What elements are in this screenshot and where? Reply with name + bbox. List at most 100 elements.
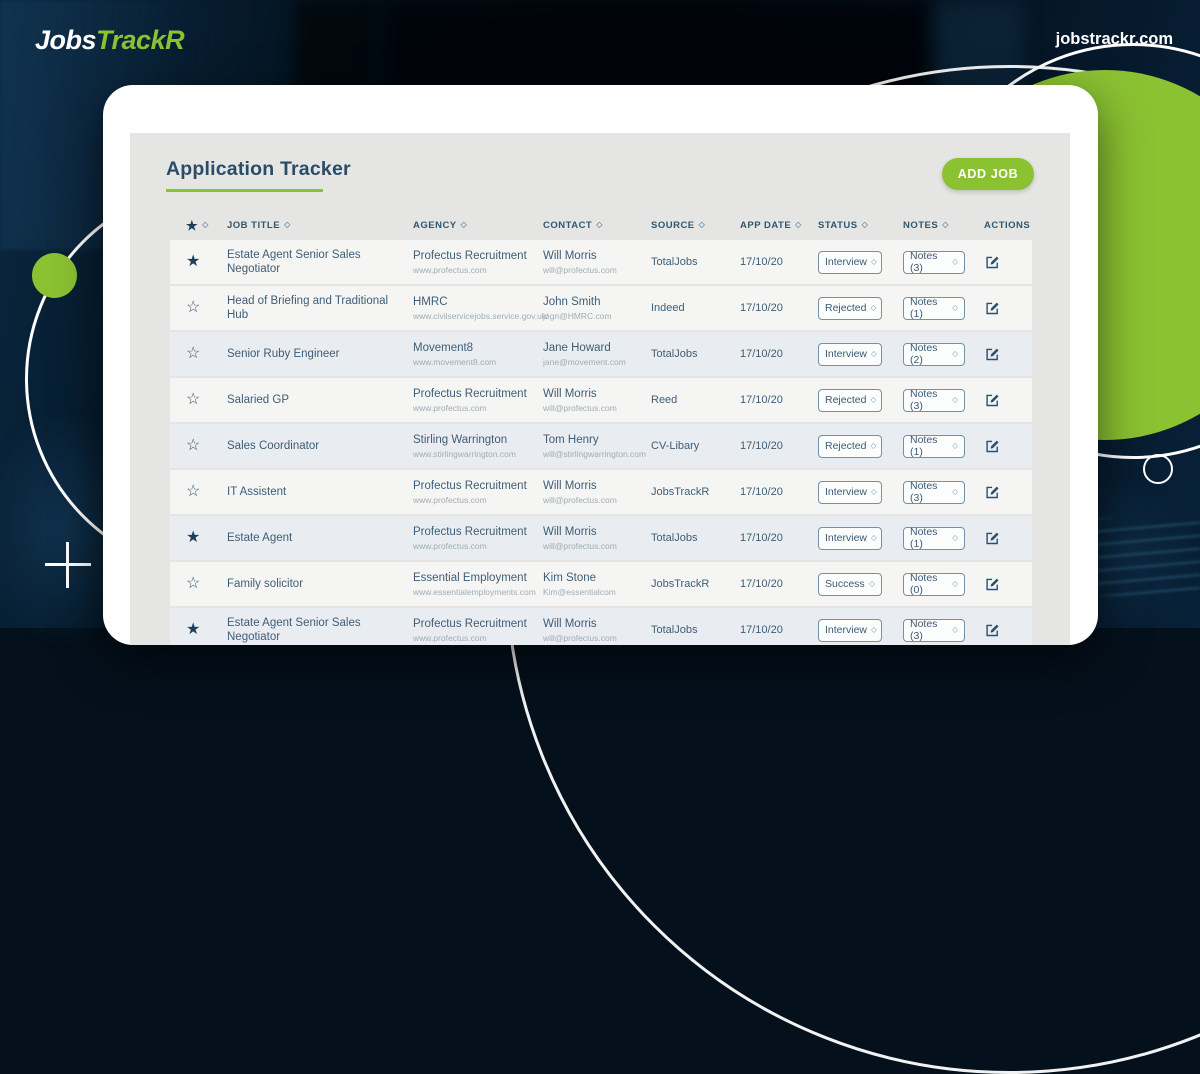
- agency-cell: Movement8 www.movement8.com: [413, 341, 543, 367]
- edit-pencil-icon: [986, 256, 999, 268]
- column-header-job_title[interactable]: JOB TITLE ◇: [227, 220, 413, 231]
- edit-pencil-icon: [986, 532, 999, 544]
- favorite-star-outline-icon[interactable]: ☆: [186, 299, 201, 316]
- status-value: Rejected: [825, 394, 867, 406]
- agency-name: Profectus Recruitment: [413, 388, 527, 401]
- edit-button[interactable]: [984, 530, 1001, 547]
- sort-icon[interactable]: ◇: [795, 220, 802, 229]
- table-row: ★ Estate Agent Profectus Recruitment www.pr…: [170, 516, 1032, 560]
- agency-name: Profectus Recruitment: [413, 526, 527, 539]
- notes-dropdown[interactable]: Notes (3) ◇: [903, 250, 965, 274]
- app-date-cell: 17/10/20: [740, 348, 818, 360]
- notes-dropdown[interactable]: Notes (3) ◇: [903, 388, 965, 412]
- favorite-star-filled-icon[interactable]: ★: [186, 253, 201, 270]
- status-dropdown[interactable]: Rejected ◇: [818, 296, 882, 320]
- job-title-text: IT Assistent: [227, 485, 287, 498]
- job-title-text: Senior Ruby Engineer: [227, 347, 340, 360]
- contact-cell: Will Morris will@profectus.com: [543, 387, 651, 413]
- table-row: ☆ Sales Coordinator Stirling Warrington www…: [170, 424, 1032, 468]
- add-job-button[interactable]: ADD JOB: [942, 158, 1034, 190]
- status-dropdown[interactable]: Rejected ◇: [818, 388, 882, 412]
- sort-icon[interactable]: ◇: [861, 220, 869, 229]
- favorite-star-outline-icon[interactable]: ☆: [186, 391, 201, 408]
- column-header-favorite[interactable]: ★ ◇: [170, 219, 227, 232]
- agency-url: www.profectus.com: [413, 632, 487, 643]
- notes-value: Notes (3): [910, 480, 938, 504]
- status-dropdown[interactable]: Interview ◇: [818, 618, 882, 642]
- sort-icon[interactable]: ◇: [460, 220, 468, 229]
- edit-button[interactable]: [984, 392, 1001, 409]
- title-underline: [166, 189, 323, 192]
- agency-cell: Profectus Recruitment www.profectus.com: [413, 387, 543, 413]
- agency-cell: Profectus Recruitment www.profectus.com: [413, 479, 543, 505]
- edit-button[interactable]: [984, 576, 1001, 593]
- chevron-down-icon: ◇: [870, 395, 877, 405]
- job-title-cell: Sales Coordinator: [227, 439, 413, 453]
- app-date-cell: 17/10/20: [740, 532, 818, 544]
- column-header-label: SOURCE: [651, 219, 695, 231]
- edit-button[interactable]: [984, 438, 1001, 455]
- notes-value: Notes (3): [910, 388, 938, 412]
- agency-name: Profectus Recruitment: [413, 618, 527, 631]
- column-header-source[interactable]: SOURCE ◇: [651, 220, 740, 231]
- table-row: ☆ Head of Briefing and Traditional Hub HMR…: [170, 286, 1032, 330]
- edit-button[interactable]: [984, 300, 1001, 317]
- sort-icon[interactable]: ◇: [942, 220, 949, 229]
- column-header-agency[interactable]: AGENCY ◇: [413, 220, 543, 231]
- sort-icon[interactable]: ◇: [284, 220, 291, 229]
- notes-cell: Notes (1) ◇: [903, 296, 975, 320]
- status-dropdown[interactable]: Rejected ◇: [818, 434, 882, 458]
- favorite-star-outline-icon[interactable]: ☆: [186, 483, 201, 500]
- favorite-star-outline-icon[interactable]: ☆: [186, 345, 201, 362]
- app-date-cell: 17/10/20: [740, 486, 818, 498]
- status-value: Rejected: [825, 440, 867, 452]
- notes-dropdown[interactable]: Notes (1) ◇: [903, 296, 965, 320]
- notes-dropdown[interactable]: Notes (1) ◇: [903, 526, 965, 550]
- status-dropdown[interactable]: Success ◇: [818, 572, 882, 596]
- agency-cell: Profectus Recruitment www.profectus.com: [413, 525, 543, 551]
- contact-name: Will Morris: [543, 526, 597, 539]
- sort-icon[interactable]: ◇: [202, 220, 209, 229]
- column-header-notes[interactable]: NOTES ◇: [903, 220, 975, 231]
- chevron-down-icon: ◇: [871, 533, 877, 543]
- edit-pencil-icon: [986, 486, 999, 498]
- app-date-cell: 17/10/20: [740, 302, 818, 314]
- app-date-text: 17/10/20: [740, 578, 783, 590]
- notes-dropdown[interactable]: Notes (2) ◇: [903, 342, 965, 366]
- chevron-down-icon: ◇: [871, 487, 877, 497]
- edit-button[interactable]: [984, 346, 1001, 363]
- column-header-status[interactable]: STATUS ◇: [818, 220, 903, 231]
- actions-cell: [975, 438, 1032, 455]
- edit-button[interactable]: [984, 622, 1001, 639]
- favorite-star-outline-icon[interactable]: ☆: [186, 437, 201, 454]
- favorite-star-outline-icon[interactable]: ☆: [186, 575, 201, 592]
- notes-value: Notes (1): [910, 526, 938, 550]
- agency-name: Movement8: [413, 342, 474, 355]
- column-header-contact[interactable]: CONTACT ◇: [543, 220, 651, 231]
- notes-dropdown[interactable]: Notes (0) ◇: [903, 572, 965, 596]
- status-dropdown[interactable]: Interview ◇: [818, 526, 882, 550]
- favorite-star-filled-icon[interactable]: ★: [186, 529, 201, 546]
- source-text: Reed: [651, 394, 678, 406]
- notes-value: Notes (3): [910, 618, 938, 642]
- notes-dropdown[interactable]: Notes (3) ◇: [903, 480, 965, 504]
- edit-button[interactable]: [984, 254, 1001, 271]
- favorite-star-filled-icon[interactable]: ★: [186, 621, 201, 638]
- status-dropdown[interactable]: Interview ◇: [818, 342, 882, 366]
- column-header-label: AGENCY: [413, 219, 457, 231]
- sort-icon[interactable]: ◇: [596, 220, 603, 229]
- column-header-label: STATUS: [818, 219, 858, 231]
- column-header-app_date[interactable]: APP DATE ◇: [740, 220, 818, 231]
- status-dropdown[interactable]: Interview ◇: [818, 250, 882, 274]
- edit-button[interactable]: [984, 484, 1001, 501]
- source-cell: TotalJobs: [651, 256, 740, 268]
- status-value: Success: [825, 578, 865, 590]
- status-value: Interview: [825, 532, 868, 544]
- sort-icon[interactable]: ◇: [698, 220, 706, 229]
- agency-url: www.profectus.com: [413, 494, 487, 505]
- notes-dropdown[interactable]: Notes (3) ◇: [903, 618, 965, 642]
- status-dropdown[interactable]: Interview ◇: [818, 480, 882, 504]
- chevron-down-icon: ◇: [952, 303, 958, 313]
- notes-dropdown[interactable]: Notes (1) ◇: [903, 434, 965, 458]
- notes-value: Notes (1): [910, 296, 938, 320]
